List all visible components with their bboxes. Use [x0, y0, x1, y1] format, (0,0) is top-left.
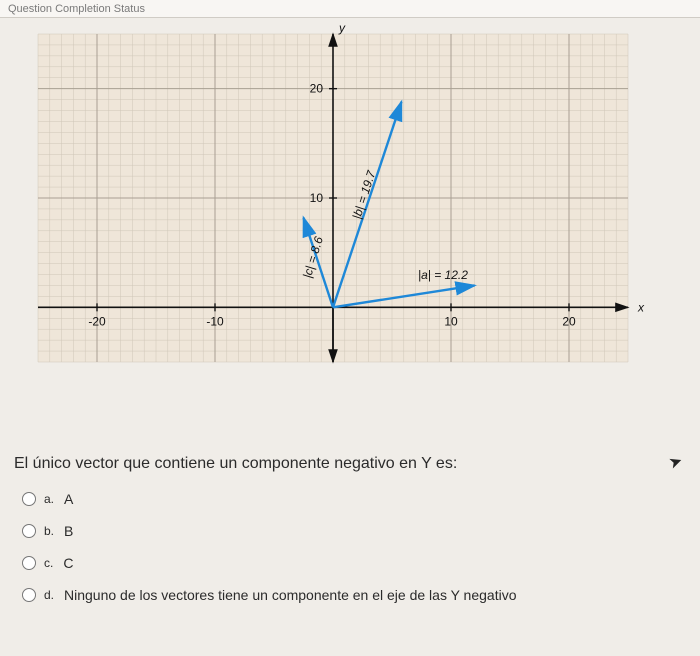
svg-text:-20: -20	[88, 314, 106, 328]
question-stem: El único vector que contiene un componen…	[14, 455, 692, 473]
option-text: B	[64, 523, 73, 539]
option-letter: b.	[44, 524, 54, 538]
option-text: C	[63, 555, 73, 571]
svg-text:10: 10	[310, 191, 324, 205]
option-b[interactable]: b. B	[14, 523, 692, 539]
radio-c[interactable]	[22, 556, 36, 570]
option-d[interactable]: d. Ninguno de los vectores tiene un comp…	[14, 587, 692, 603]
svg-text:y: y	[338, 22, 346, 35]
radio-d[interactable]	[22, 588, 36, 602]
option-c[interactable]: c. C	[14, 555, 692, 571]
radio-a[interactable]	[22, 492, 36, 506]
svg-text:20: 20	[310, 82, 324, 96]
svg-text:|a| = 12.2: |a| = 12.2	[418, 268, 468, 282]
option-letter: a.	[44, 492, 54, 506]
question-block: El único vector que contiene un componen…	[14, 455, 692, 619]
option-letter: c.	[44, 556, 53, 570]
vector-svg: xy-20-1010201020|a| = 12.2|b| = 19.7|c| …	[18, 22, 658, 392]
option-letter: d.	[44, 588, 54, 602]
vector-chart: xy-20-1010201020|a| = 12.2|b| = 19.7|c| …	[18, 22, 658, 392]
svg-text:x: x	[637, 300, 645, 314]
header-title: Question Completion Status	[8, 3, 145, 15]
svg-text:-10: -10	[206, 314, 224, 328]
radio-b[interactable]	[22, 524, 36, 538]
option-text: Ninguno de los vectores tiene un compone…	[64, 587, 516, 603]
option-text: A	[64, 491, 73, 507]
svg-text:20: 20	[562, 314, 576, 328]
svg-text:10: 10	[444, 314, 458, 328]
option-a[interactable]: a. A	[14, 491, 692, 507]
header-strip: Question Completion Status	[0, 0, 700, 18]
